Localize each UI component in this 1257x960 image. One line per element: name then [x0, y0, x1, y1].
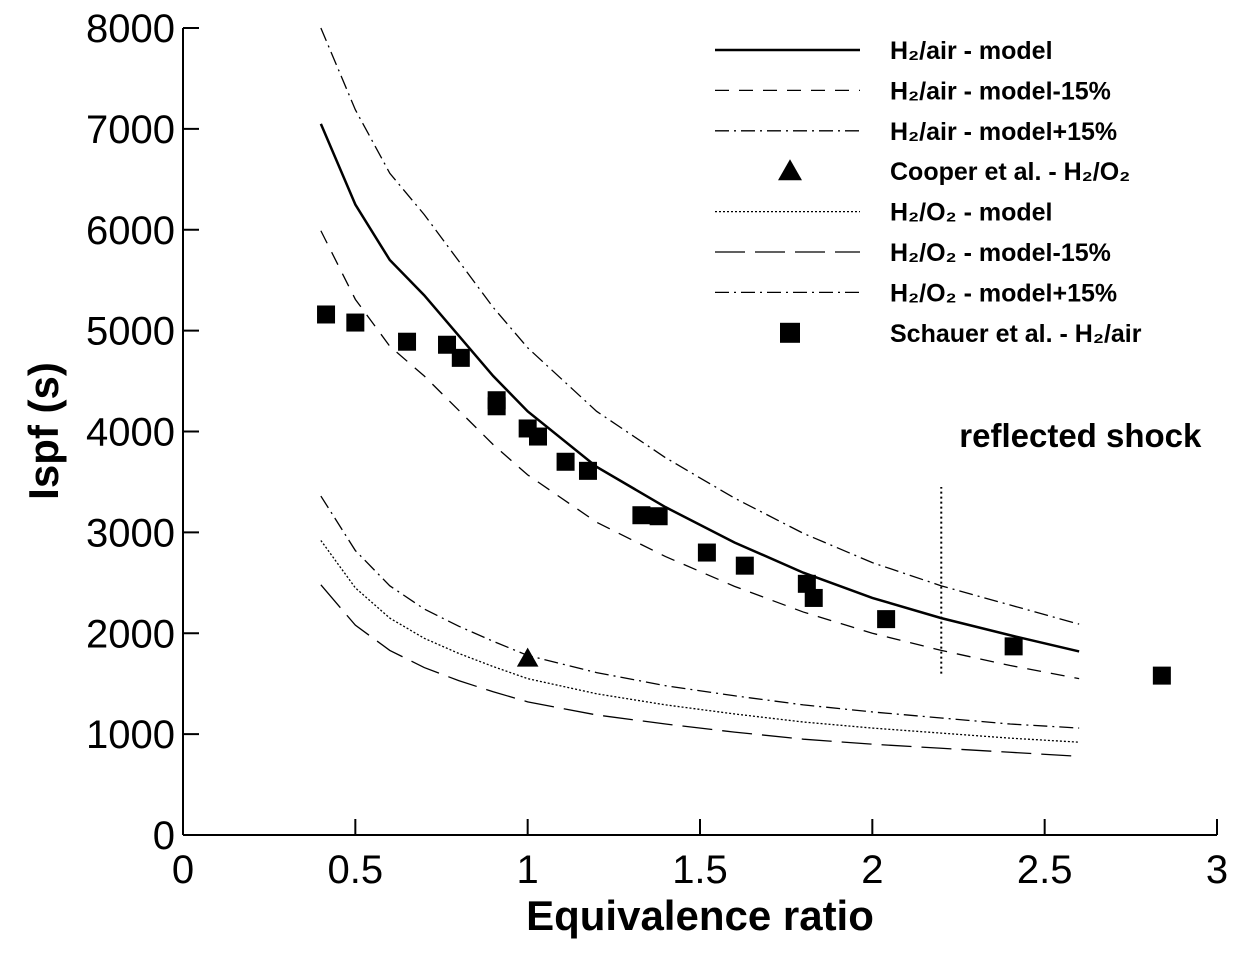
x-tick-label: 3 [1206, 848, 1228, 892]
x-axis-title: Equivalence ratio [526, 892, 874, 939]
square-marker [877, 610, 896, 629]
square-marker [1152, 666, 1171, 685]
square-marker [398, 332, 417, 351]
legend-label: H₂/air - model+15% [890, 118, 1117, 146]
square-marker [578, 461, 597, 480]
y-tick-label: 8000 [86, 7, 175, 51]
square-marker [529, 427, 548, 446]
x-tick-label: 1 [517, 848, 539, 892]
annotation-text: reflected shock [959, 417, 1202, 454]
legend-label: H₂/O₂ - model [890, 199, 1053, 227]
square-marker [438, 335, 457, 354]
series-line [320, 495, 1080, 729]
x-tick-label: 0 [172, 848, 194, 892]
square-marker [804, 588, 823, 607]
series-line [320, 27, 1080, 625]
square-marker [649, 507, 668, 526]
legend-label: H₂/air - model-15% [890, 77, 1111, 105]
square-marker [1004, 637, 1023, 656]
x-tick-label: 0.5 [328, 848, 384, 892]
x-tick-label: 1.5 [672, 848, 728, 892]
legend-label: H₂/O₂ - model-15% [890, 239, 1111, 267]
square-marker [735, 556, 754, 575]
legend-label: H₂/air - model [890, 37, 1053, 65]
square-marker [346, 313, 365, 332]
x-tick-label: 2 [861, 848, 883, 892]
square-marker [780, 322, 800, 343]
y-tick-label: 4000 [86, 411, 175, 455]
square-marker [697, 543, 716, 562]
legend-label: H₂/O₂ - model+15% [890, 279, 1117, 307]
x-tick-label: 2.5 [1017, 848, 1073, 892]
legend-label: Cooper et al. - H₂/O₂ [890, 158, 1130, 186]
y-tick-label: 5000 [86, 310, 175, 354]
y-tick-label: 3000 [86, 511, 175, 555]
y-tick-label: 0 [153, 814, 175, 858]
series-line [320, 230, 1080, 680]
square-marker [487, 397, 506, 416]
y-tick-label: 7000 [86, 108, 175, 152]
triangle-marker [516, 647, 539, 667]
square-marker [317, 305, 336, 324]
series-line [320, 540, 1080, 743]
y-tick-label: 1000 [86, 713, 175, 757]
triangle-marker [778, 159, 802, 181]
square-marker [797, 574, 816, 593]
y-tick-label: 6000 [86, 209, 175, 253]
y-axis-title: Ispf (s) [20, 362, 67, 500]
square-marker [632, 506, 651, 525]
series-line [320, 584, 1080, 757]
square-marker [451, 348, 470, 367]
y-tick-label: 2000 [86, 612, 175, 656]
legend-label: Schauer et al. - H₂/air [890, 320, 1142, 348]
square-marker [556, 452, 575, 471]
